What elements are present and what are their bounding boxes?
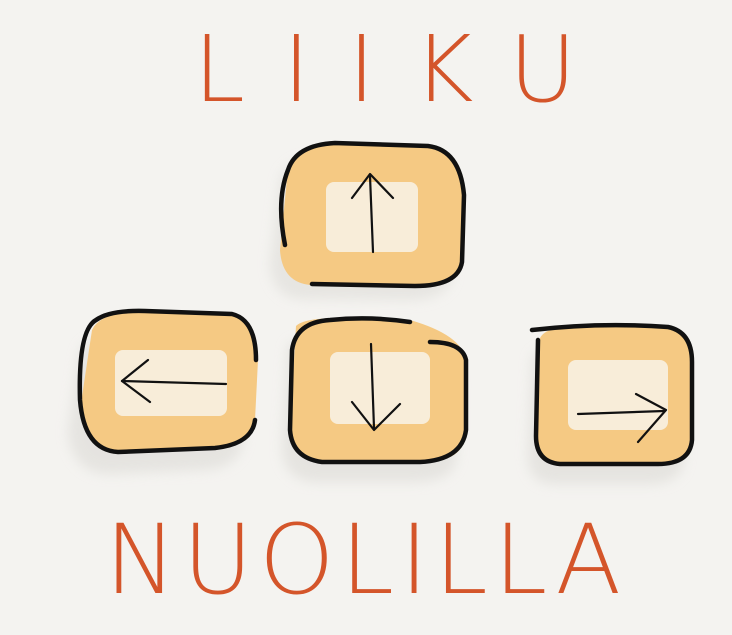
title-nuolilla: NUOLILLA — [104, 504, 628, 616]
up-arrow-key — [270, 140, 467, 300]
right-arrow-key — [528, 322, 695, 484]
down-arrow-key — [282, 316, 469, 482]
left-arrow-key — [68, 308, 259, 474]
arrow-left-icon — [120, 358, 228, 404]
arrow-right-icon — [576, 392, 668, 444]
title-liiku: LIIKU — [193, 16, 615, 123]
arrow-down-icon — [350, 342, 402, 432]
arrow-up-icon — [350, 172, 395, 254]
